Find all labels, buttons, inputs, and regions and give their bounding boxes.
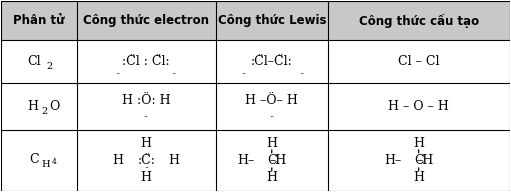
Text: ··: ·· (299, 70, 305, 78)
Text: ··: ·· (144, 113, 149, 121)
Text: H–: H– (385, 154, 402, 167)
Text: H: H (266, 137, 277, 150)
Text: Cl – Cl: Cl – Cl (398, 55, 439, 68)
Text: Phân tử: Phân tử (13, 14, 65, 27)
Text: H: H (413, 137, 424, 150)
Text: ··: ·· (144, 164, 149, 172)
Text: :C̈l : C̈l:: :C̈l : C̈l: (123, 55, 170, 68)
Text: H – O – H: H – O – H (388, 100, 449, 113)
Text: Công thức electron: Công thức electron (83, 14, 209, 27)
Text: –H: –H (269, 154, 287, 167)
Text: Công thức cấu tạo: Công thức cấu tạo (359, 14, 479, 28)
Text: H: H (41, 160, 50, 169)
Text: C: C (414, 154, 424, 167)
Bar (2, 1, 509, 40)
Text: ··: ·· (241, 70, 246, 78)
Text: H: H (28, 100, 38, 113)
Text: C: C (267, 154, 276, 167)
Text: H: H (141, 137, 152, 150)
Text: H –Ö– H: H –Ö– H (245, 94, 298, 107)
Text: ··: ·· (115, 70, 121, 78)
Text: ··: ·· (172, 70, 177, 78)
Text: O: O (49, 100, 59, 113)
Text: :C̈l–C̈l:: :C̈l–C̈l: (251, 55, 293, 68)
Text: 4: 4 (52, 158, 57, 166)
Text: 2: 2 (47, 62, 53, 71)
Text: ··: ·· (269, 113, 274, 121)
Text: H: H (113, 154, 124, 167)
Text: H: H (141, 171, 152, 184)
Text: H: H (413, 171, 424, 184)
Text: :C̈:: :C̈: (137, 154, 155, 167)
Text: C: C (29, 153, 39, 166)
Text: Công thức Lewis: Công thức Lewis (218, 14, 326, 27)
Text: Cl: Cl (27, 55, 41, 68)
Text: H :Ö: H: H :Ö: H (122, 94, 171, 107)
Text: H: H (266, 171, 277, 184)
Text: –H: –H (416, 154, 433, 167)
Text: 2: 2 (41, 107, 47, 116)
Text: H–: H– (238, 154, 255, 167)
Text: H: H (169, 154, 180, 167)
